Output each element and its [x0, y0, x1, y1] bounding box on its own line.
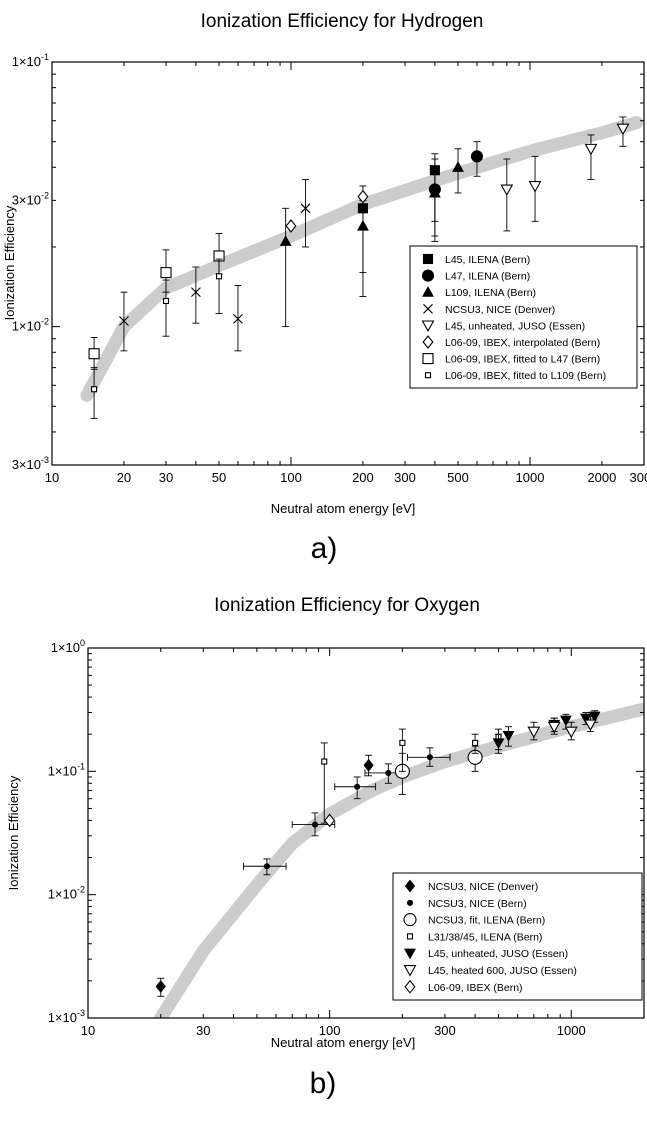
data-point [473, 740, 478, 745]
data-point [164, 298, 169, 303]
data-point [530, 182, 541, 192]
data-point [358, 221, 368, 230]
legend-entry: L06-09, IBEX, fitted to L47 (Bern) [445, 354, 600, 366]
x-tick-label: 300 [394, 470, 416, 485]
legend-entry: NCSU3, NICE (Bern) [428, 898, 527, 910]
panel-label: a) [311, 532, 338, 565]
x-axis-label: Neutral atom energy [eV] [271, 501, 416, 516]
data-point [364, 760, 373, 771]
x-tick-label: 200 [352, 470, 374, 485]
x-tick-label: 100 [280, 470, 302, 485]
y-axis-label: Ionization Efficiency [2, 205, 17, 320]
y-tick-label: 1×10-2 [12, 317, 49, 334]
legend-marker [426, 373, 431, 378]
chart-title: Ionization Efficiency for Hydrogen [201, 11, 484, 32]
data-point [217, 274, 222, 279]
x-tick-label: 500 [447, 470, 469, 485]
legend-entry: L45, unheated, JUSO (Essen) [445, 320, 585, 332]
legend-entry: L06-09, IBEX, fitted to L109 (Bern) [445, 370, 606, 382]
data-point [89, 349, 99, 359]
y-axis-label: Ionization Efficiency [6, 775, 21, 890]
y-tick-label: 1×10-1 [48, 761, 85, 778]
data-point [313, 822, 318, 827]
x-axis-label: Neutral atom energy [eV] [271, 1035, 416, 1050]
legend-entry: L06-09, IBEX (Bern) [428, 982, 523, 994]
data-point [161, 268, 171, 278]
x-tick-label: 20 [117, 470, 131, 485]
legend-entry: L31/38/45, ILENA (Bern) [428, 931, 542, 943]
y-tick-label: 1×100 [51, 638, 85, 655]
x-tick-label: 10 [81, 1023, 95, 1038]
legend-entry: NCSU3, NICE (Denver) [445, 304, 555, 316]
data-point [156, 981, 165, 992]
legend-entry: L47, ILENA (Bern) [445, 271, 530, 283]
x-tick-label: 3000 [630, 470, 647, 485]
x-tick-label: 2000 [587, 470, 616, 485]
x-tick-label: 30 [159, 470, 173, 485]
data-point [585, 144, 596, 154]
legend-entry: NCSU3, fit, ILENA (Bern) [428, 915, 545, 927]
legend-marker [408, 934, 413, 939]
legend: NCSU3, NICE (Denver) NCSU3, NICE (Bern) NC… [393, 873, 642, 1000]
y-tick-label: 3×10-3 [12, 455, 49, 472]
legend-entry: L06-09, IBEX, interpolated (Bern) [445, 337, 600, 349]
legend-marker [423, 354, 433, 364]
legend: L45, ILENA (Bern) L47, ILENA (Bern) L109, … [410, 246, 637, 388]
legend-entry: NCSU3, NICE (Denver) [428, 881, 538, 893]
y-tick-label: 3×10-2 [12, 190, 49, 207]
legend-entry: L45, heated 600, JUSO (Essen) [428, 965, 577, 977]
legend-marker [424, 255, 433, 264]
y-tick-label: 1×10-2 [48, 885, 85, 902]
data-point [264, 864, 269, 869]
x-tick-label: 50 [212, 470, 226, 485]
oxygen-chart: Ionization Efficiency for Oxygen 10 30 100… [6, 595, 644, 1100]
data-point [355, 784, 360, 789]
x-tick-label: 10 [45, 470, 59, 485]
chart-title: Ionization Efficiency for Oxygen [214, 595, 480, 616]
legend-entry: L109, ILENA (Bern) [445, 287, 536, 299]
y-tick-label: 1×10-1 [12, 52, 49, 69]
data-point [427, 755, 432, 760]
data-point [92, 387, 97, 392]
y-tick-label: 1×10-3 [48, 1008, 85, 1025]
x-tick-label: 1000 [516, 470, 545, 485]
panel-label: b) [310, 1067, 337, 1100]
x-tick-label: 30 [196, 1023, 210, 1038]
legend-marker [404, 914, 416, 926]
legend-marker [408, 900, 413, 905]
data-point [400, 740, 405, 745]
data-point [501, 185, 512, 195]
data-point [322, 759, 327, 764]
legend-marker [423, 270, 434, 281]
x-tick-label: 1000 [557, 1023, 586, 1038]
x-tick-label: 300 [434, 1023, 456, 1038]
legend-box [410, 246, 637, 388]
legend-entry: L45, ILENA (Bern) [445, 254, 530, 266]
data-point [386, 770, 391, 775]
hydrogen-chart: Ionization Efficiency for Hydrogen 10 20 3… [2, 11, 647, 565]
data-point [471, 151, 482, 162]
legend-entry: L45, unheated, JUSO (Essen) [428, 948, 568, 960]
